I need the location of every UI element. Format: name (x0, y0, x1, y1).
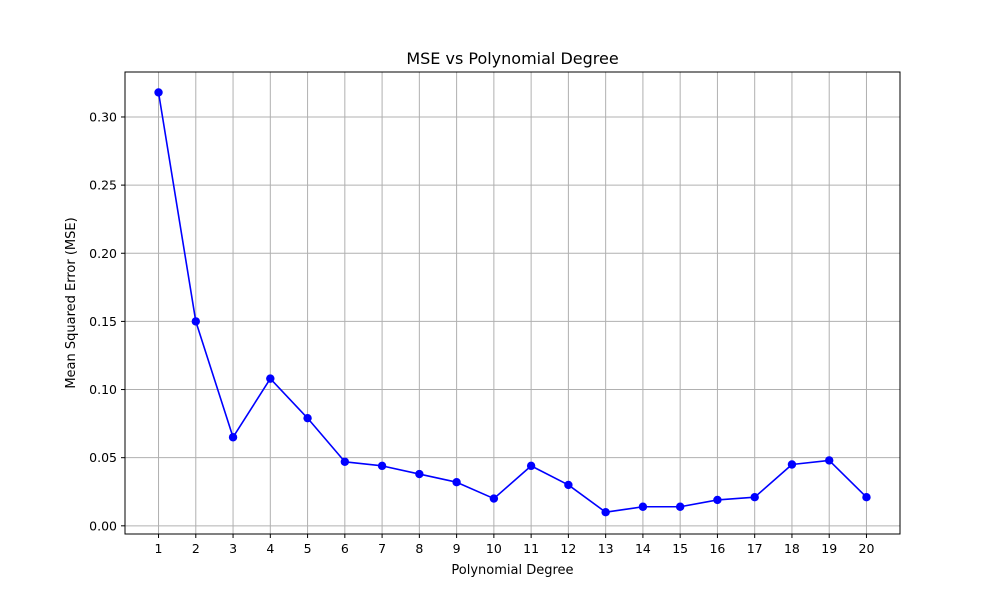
data-point (750, 493, 759, 502)
y-tick-label: 0.20 (89, 246, 117, 261)
data-point (340, 457, 350, 466)
x-tick-label: 5 (304, 541, 312, 556)
x-tick-label: 11 (523, 541, 539, 556)
x-tick-label: 20 (859, 541, 875, 556)
data-point (526, 461, 536, 471)
y-tick-label: 0.05 (89, 450, 117, 465)
y-axis-label: Mean Squared Error (MSE) (64, 217, 79, 388)
x-tick-label: 10 (486, 541, 502, 556)
x-tick-label: 4 (266, 541, 274, 556)
x-tick-label: 12 (560, 541, 576, 556)
x-tick-label: 19 (821, 541, 837, 556)
x-tick-label: 3 (229, 541, 237, 556)
y-tick-label: 0.00 (89, 518, 117, 533)
x-tick-label: 15 (672, 541, 688, 556)
data-point (489, 494, 499, 503)
y-tick-label: 0.10 (89, 382, 117, 397)
x-tick-label: 16 (709, 541, 725, 556)
data-point (377, 461, 387, 471)
x-tick-label: 13 (598, 541, 614, 556)
x-tick-label: 1 (155, 541, 163, 556)
data-point (713, 495, 722, 505)
data-point (601, 507, 610, 517)
data-point (154, 88, 163, 97)
plot-frame (124, 71, 901, 535)
series-layer (154, 88, 871, 517)
data-point (191, 317, 200, 326)
x-tick-label: 14 (635, 541, 651, 556)
data-point (415, 469, 424, 479)
tick-layer: 1 2 3 4 5 6 7 8 9 10 11 12 13 14 15 16 17 18 19 200.000.050… (89, 109, 874, 556)
data-point (266, 374, 275, 383)
data-point (787, 460, 797, 469)
y-tick-label: 0.30 (89, 109, 117, 124)
data-point (303, 413, 312, 423)
grid (125, 72, 900, 534)
x-tick-label: 17 (747, 541, 763, 556)
x-tick-label: 7 (378, 541, 386, 556)
series-line (157, 92, 868, 513)
data-point (675, 502, 685, 511)
data-point (862, 493, 871, 502)
x-tick-label: 6 (341, 541, 349, 556)
x-tick-label: 2 (192, 541, 200, 556)
data-point (452, 478, 461, 487)
data-point (564, 480, 573, 490)
x-tick-label: 8 (415, 541, 423, 556)
chart-title: MSE vs Polynomial Degree (406, 49, 618, 68)
x-axis-label: Polynomial Degree (451, 563, 573, 578)
x-tick-label: 9 (453, 541, 461, 556)
y-tick-label: 0.25 (89, 178, 117, 193)
data-point (228, 433, 238, 442)
data-point (825, 456, 834, 465)
data-point (638, 502, 648, 511)
y-tick-label: 0.15 (89, 314, 117, 329)
x-tick-label: 18 (784, 541, 800, 556)
